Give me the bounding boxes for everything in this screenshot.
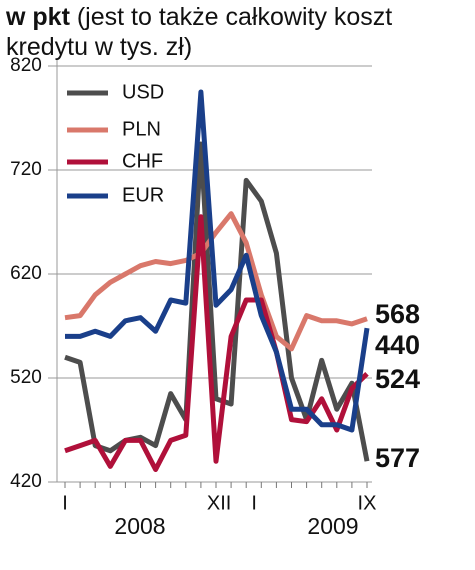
x-tick-label: XII <box>207 492 231 514</box>
chart-header: w pkt (jest to także całkowity koszt kre… <box>6 2 406 62</box>
y-tick-label: 620 <box>10 263 42 284</box>
legend-label: PLN <box>122 118 161 140</box>
y-tick-label: 420 <box>10 471 42 492</box>
y-tick-label: 520 <box>10 367 42 388</box>
value-label: 577 <box>375 443 420 473</box>
value-label: 568 <box>375 299 420 329</box>
x-tick-label: IX <box>358 492 377 514</box>
series-line <box>65 89 370 433</box>
year-label: 2008 <box>114 513 165 539</box>
legend-label: USD <box>122 81 164 103</box>
legend-label: CHF <box>122 150 163 172</box>
chart-subtitle: (jest to także całkowity koszt kredytu w… <box>6 3 393 61</box>
x-tick-label: I <box>62 492 68 514</box>
series-line <box>64 211 368 352</box>
y-tick-label: 720 <box>10 159 42 180</box>
value-label: 524 <box>375 364 420 394</box>
series-line <box>64 141 370 462</box>
year-label: 2009 <box>307 513 358 539</box>
legend-label: EUR <box>122 184 164 206</box>
chart-title: w pkt <box>6 3 70 31</box>
series-line <box>64 214 369 473</box>
x-tick-label: I <box>251 492 257 514</box>
value-label: 440 <box>375 330 420 360</box>
y-tick-label: 820 <box>10 55 42 76</box>
